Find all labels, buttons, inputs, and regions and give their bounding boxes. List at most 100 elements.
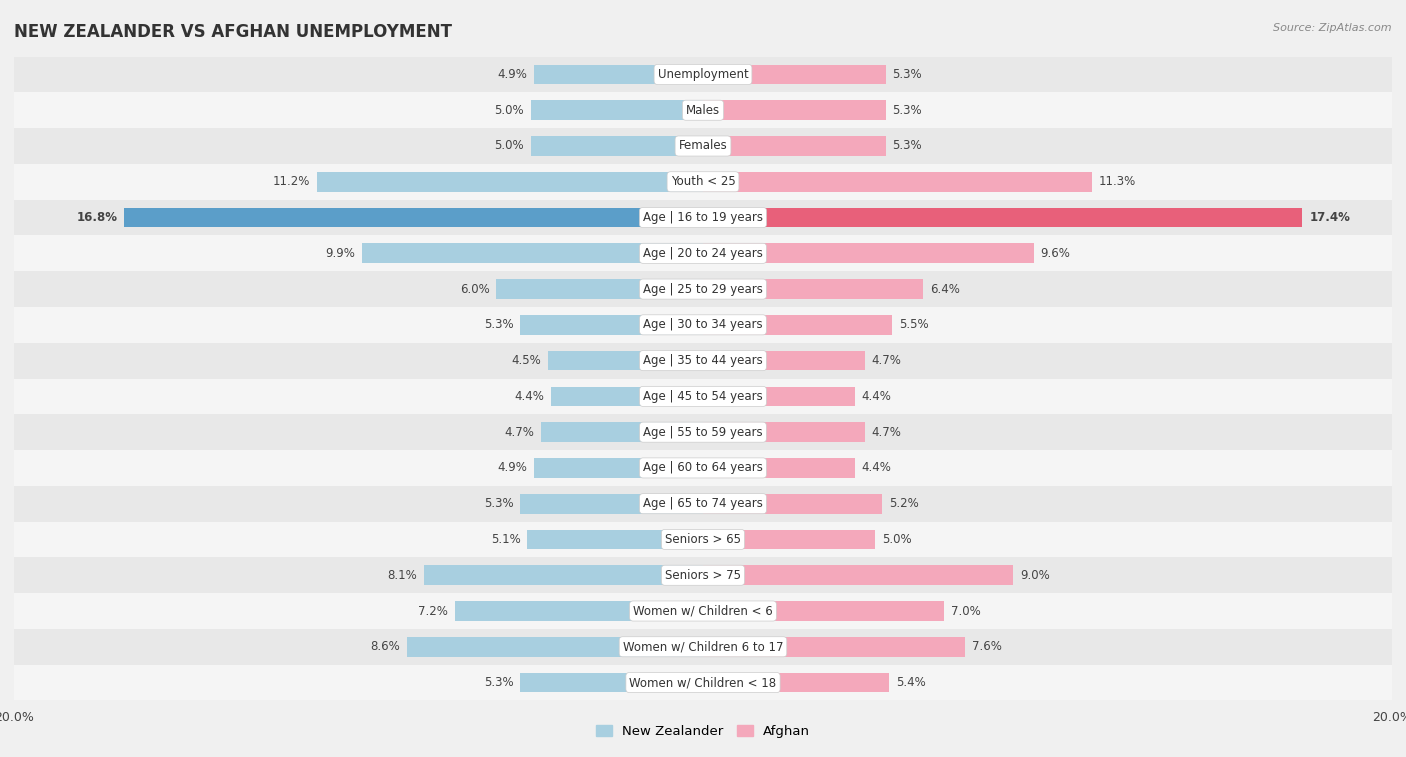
Bar bbox=[361, 244, 703, 263]
Bar bbox=[14, 450, 1392, 486]
Bar bbox=[534, 458, 703, 478]
Bar bbox=[14, 57, 1392, 92]
Text: Males: Males bbox=[686, 104, 720, 117]
Bar bbox=[14, 414, 1392, 450]
Text: 5.0%: 5.0% bbox=[495, 139, 524, 152]
Bar bbox=[14, 271, 1392, 307]
Text: 8.1%: 8.1% bbox=[387, 569, 418, 581]
Text: 5.3%: 5.3% bbox=[484, 319, 513, 332]
Text: 7.2%: 7.2% bbox=[418, 605, 449, 618]
Bar bbox=[318, 172, 703, 192]
Text: Source: ZipAtlas.com: Source: ZipAtlas.com bbox=[1274, 23, 1392, 33]
Text: 4.4%: 4.4% bbox=[515, 390, 544, 403]
Bar bbox=[456, 601, 703, 621]
Bar bbox=[703, 387, 855, 407]
Text: 5.5%: 5.5% bbox=[900, 319, 929, 332]
Bar bbox=[703, 673, 889, 693]
Bar bbox=[14, 92, 1392, 128]
Text: 4.7%: 4.7% bbox=[505, 425, 534, 438]
Bar bbox=[14, 486, 1392, 522]
Bar bbox=[425, 565, 703, 585]
Text: Age | 45 to 54 years: Age | 45 to 54 years bbox=[643, 390, 763, 403]
Bar bbox=[14, 235, 1392, 271]
Text: 17.4%: 17.4% bbox=[1309, 211, 1350, 224]
Text: 9.9%: 9.9% bbox=[325, 247, 356, 260]
Text: 4.9%: 4.9% bbox=[498, 68, 527, 81]
Text: Age | 35 to 44 years: Age | 35 to 44 years bbox=[643, 354, 763, 367]
Text: Women w/ Children < 18: Women w/ Children < 18 bbox=[630, 676, 776, 689]
Bar bbox=[14, 522, 1392, 557]
Bar bbox=[703, 637, 965, 656]
Text: Females: Females bbox=[679, 139, 727, 152]
Bar bbox=[703, 350, 865, 370]
Text: 11.2%: 11.2% bbox=[273, 176, 311, 188]
Text: Age | 30 to 34 years: Age | 30 to 34 years bbox=[643, 319, 763, 332]
Bar bbox=[14, 128, 1392, 164]
Text: 5.3%: 5.3% bbox=[893, 104, 922, 117]
Text: 6.4%: 6.4% bbox=[931, 282, 960, 295]
Bar bbox=[703, 136, 886, 156]
Bar bbox=[496, 279, 703, 299]
Bar bbox=[520, 494, 703, 513]
Bar bbox=[703, 172, 1092, 192]
Text: 4.4%: 4.4% bbox=[862, 462, 891, 475]
Text: 9.0%: 9.0% bbox=[1019, 569, 1050, 581]
Bar bbox=[14, 343, 1392, 378]
Bar bbox=[14, 164, 1392, 200]
Text: 5.3%: 5.3% bbox=[484, 497, 513, 510]
Bar bbox=[534, 64, 703, 84]
Bar bbox=[703, 279, 924, 299]
Text: 5.3%: 5.3% bbox=[893, 139, 922, 152]
Text: NEW ZEALANDER VS AFGHAN UNEMPLOYMENT: NEW ZEALANDER VS AFGHAN UNEMPLOYMENT bbox=[14, 23, 453, 41]
Bar bbox=[703, 315, 893, 335]
Text: 16.8%: 16.8% bbox=[76, 211, 117, 224]
Text: Age | 65 to 74 years: Age | 65 to 74 years bbox=[643, 497, 763, 510]
Bar bbox=[406, 637, 703, 656]
Text: 6.0%: 6.0% bbox=[460, 282, 489, 295]
Bar bbox=[703, 494, 882, 513]
Bar bbox=[531, 101, 703, 120]
Bar bbox=[14, 378, 1392, 414]
Text: 5.3%: 5.3% bbox=[893, 68, 922, 81]
Text: 5.4%: 5.4% bbox=[896, 676, 925, 689]
Text: Unemployment: Unemployment bbox=[658, 68, 748, 81]
Text: 5.0%: 5.0% bbox=[495, 104, 524, 117]
Text: Youth < 25: Youth < 25 bbox=[671, 176, 735, 188]
Text: 7.0%: 7.0% bbox=[950, 605, 981, 618]
Text: 9.6%: 9.6% bbox=[1040, 247, 1070, 260]
Bar bbox=[14, 629, 1392, 665]
Text: 4.7%: 4.7% bbox=[872, 425, 901, 438]
Text: 4.7%: 4.7% bbox=[872, 354, 901, 367]
Bar bbox=[703, 565, 1012, 585]
Text: Age | 16 to 19 years: Age | 16 to 19 years bbox=[643, 211, 763, 224]
Text: Age | 20 to 24 years: Age | 20 to 24 years bbox=[643, 247, 763, 260]
Bar bbox=[551, 387, 703, 407]
Bar bbox=[14, 307, 1392, 343]
Bar bbox=[703, 244, 1033, 263]
Text: 4.4%: 4.4% bbox=[862, 390, 891, 403]
Bar bbox=[548, 350, 703, 370]
Text: Women w/ Children < 6: Women w/ Children < 6 bbox=[633, 605, 773, 618]
Bar bbox=[531, 136, 703, 156]
Text: Age | 25 to 29 years: Age | 25 to 29 years bbox=[643, 282, 763, 295]
Bar bbox=[703, 101, 886, 120]
Text: 7.6%: 7.6% bbox=[972, 640, 1001, 653]
Text: Women w/ Children 6 to 17: Women w/ Children 6 to 17 bbox=[623, 640, 783, 653]
Text: Age | 55 to 59 years: Age | 55 to 59 years bbox=[643, 425, 763, 438]
Text: Seniors > 75: Seniors > 75 bbox=[665, 569, 741, 581]
Bar bbox=[541, 422, 703, 442]
Text: 8.6%: 8.6% bbox=[370, 640, 399, 653]
Text: 4.9%: 4.9% bbox=[498, 462, 527, 475]
Bar bbox=[14, 593, 1392, 629]
Bar bbox=[520, 673, 703, 693]
Bar bbox=[124, 207, 703, 227]
Bar bbox=[703, 64, 886, 84]
Text: 5.1%: 5.1% bbox=[491, 533, 520, 546]
Bar bbox=[703, 601, 945, 621]
Bar bbox=[703, 207, 1302, 227]
Text: 5.2%: 5.2% bbox=[889, 497, 918, 510]
Bar bbox=[14, 665, 1392, 700]
Text: 5.3%: 5.3% bbox=[484, 676, 513, 689]
Legend: New Zealander, Afghan: New Zealander, Afghan bbox=[591, 719, 815, 743]
Bar bbox=[520, 315, 703, 335]
